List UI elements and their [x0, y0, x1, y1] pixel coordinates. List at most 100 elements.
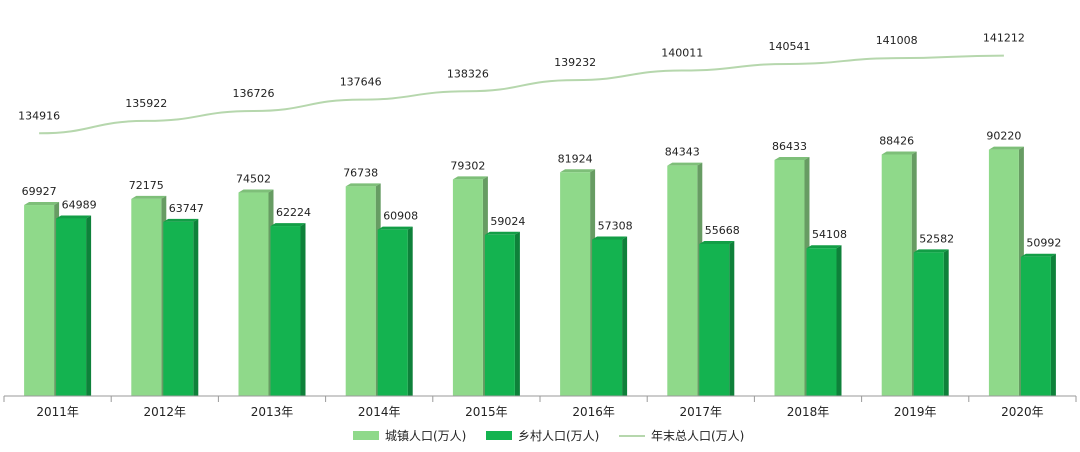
rural-bar-top: [56, 215, 92, 219]
urban-bar: [881, 154, 912, 396]
rural-value-label: 63747: [169, 202, 204, 215]
urban-bar-top: [988, 146, 1024, 150]
total-value-label: 140541: [769, 40, 811, 53]
legend-label: 城镇人口(万人): [385, 429, 466, 443]
x-tick-label: 2018年: [787, 405, 830, 419]
rural-bar-side: [514, 231, 520, 396]
rural-bar-top: [270, 223, 306, 227]
total-population-line: [39, 54, 1004, 135]
urban-bar-top: [24, 202, 60, 206]
x-tick-label: 2019年: [894, 405, 937, 419]
rural-bar: [163, 221, 194, 396]
urban-bar: [345, 186, 376, 396]
urban-bar: [774, 159, 805, 396]
rural-bar: [1020, 256, 1051, 396]
rural-value-label: 64989: [62, 199, 97, 212]
x-tick-label: 2020年: [1001, 405, 1044, 419]
legend: 城镇人口(万人) 乡村人口(万人) 年末总人口(万人): [353, 429, 744, 443]
urban-bar-top: [560, 169, 596, 173]
urban-bar-top: [881, 151, 917, 155]
urban-value-label: 88426: [879, 135, 914, 148]
rural-bar-side: [86, 215, 92, 396]
rural-bar-top: [163, 218, 199, 222]
urban-value-label: 90220: [986, 130, 1021, 143]
data-labels: 69927 64989 134916 72175 63747 135922 74502 622…: [18, 32, 1061, 250]
rural-bar-top: [913, 249, 949, 253]
urban-bar: [131, 198, 162, 396]
rural-bar-top: [1020, 253, 1056, 257]
rural-bar-side: [943, 249, 949, 396]
rural-bar: [806, 248, 837, 396]
urban-bar: [988, 149, 1019, 396]
legend-label: 乡村人口(万人): [518, 429, 599, 443]
x-tick-label: 2011年: [36, 405, 79, 419]
urban-value-label: 69927: [22, 185, 57, 198]
x-tick-label: 2015年: [465, 405, 508, 419]
rural-bar-side: [622, 236, 628, 396]
rural-value-label: 57308: [598, 219, 633, 232]
urban-bar-top: [345, 183, 381, 187]
rural-bar: [913, 252, 944, 396]
total-value-label: 141008: [876, 34, 918, 47]
total-value-label: 134916: [18, 109, 60, 122]
rural-bar-top: [377, 226, 413, 230]
x-tick-label: 2012年: [144, 405, 187, 419]
urban-value-label: 76738: [343, 166, 378, 179]
urban-value-label: 81924: [558, 152, 593, 165]
x-tick-label: 2016年: [572, 405, 615, 419]
x-tick-label: 2017年: [680, 405, 723, 419]
total-value-label: 136726: [233, 87, 275, 100]
rural-bar-side: [729, 240, 735, 396]
legend-swatch: [486, 431, 512, 440]
x-axis-ticks: 2011年 2012年 2013年 2014年 2015年 2016年 2017年 2018年…: [3, 396, 1077, 419]
urban-bar: [560, 172, 591, 396]
rural-bar-top: [484, 231, 520, 235]
total-value-label: 135922: [125, 97, 167, 110]
urban-bar: [238, 192, 269, 396]
rural-value-label: 60908: [383, 210, 418, 223]
rural-bar-side: [836, 245, 842, 396]
urban-bar-top: [131, 195, 167, 199]
urban-bar: [452, 179, 483, 396]
rural-bar-top: [699, 240, 735, 244]
x-tick-label: 2014年: [358, 405, 401, 419]
legend-label: 年末总人口(万人): [651, 429, 744, 443]
rural-bar-side: [300, 223, 306, 396]
urban-bar: [667, 165, 698, 396]
rural-bar: [484, 234, 515, 396]
urban-bar-top: [238, 189, 274, 193]
rural-bar-side: [407, 226, 413, 396]
rural-value-label: 54108: [812, 228, 847, 241]
rural-bar: [377, 229, 408, 396]
rural-value-label: 50992: [1026, 237, 1061, 250]
urban-value-label: 79302: [450, 159, 485, 172]
rural-bar: [592, 239, 623, 396]
urban-bar-top: [452, 176, 488, 180]
line-layer: [39, 54, 1004, 135]
rural-value-label: 52582: [919, 232, 954, 245]
rural-value-label: 59024: [490, 215, 525, 228]
rural-value-label: 55668: [705, 224, 740, 237]
rural-bar: [56, 218, 87, 396]
bars-layer: [24, 146, 1056, 396]
total-value-label: 138326: [447, 67, 489, 80]
total-value-label: 140011: [661, 46, 703, 59]
rural-bar-side: [1050, 253, 1056, 396]
total-value-label: 139232: [554, 56, 596, 69]
urban-value-label: 74502: [236, 173, 271, 186]
urban-value-label: 86433: [772, 140, 807, 153]
urban-value-label: 72175: [129, 179, 164, 192]
rural-bar-side: [193, 218, 199, 396]
rural-bar-top: [592, 236, 628, 240]
legend-swatch: [353, 431, 379, 440]
total-value-label: 137646: [340, 76, 382, 89]
urban-bar: [24, 205, 55, 396]
rural-bar: [699, 243, 730, 396]
urban-bar-top: [667, 162, 703, 166]
urban-value-label: 84343: [665, 146, 700, 159]
rural-bar-top: [806, 245, 842, 249]
urban-bar-top: [774, 156, 810, 160]
rural-value-label: 62224: [276, 206, 311, 219]
rural-bar: [270, 226, 301, 396]
